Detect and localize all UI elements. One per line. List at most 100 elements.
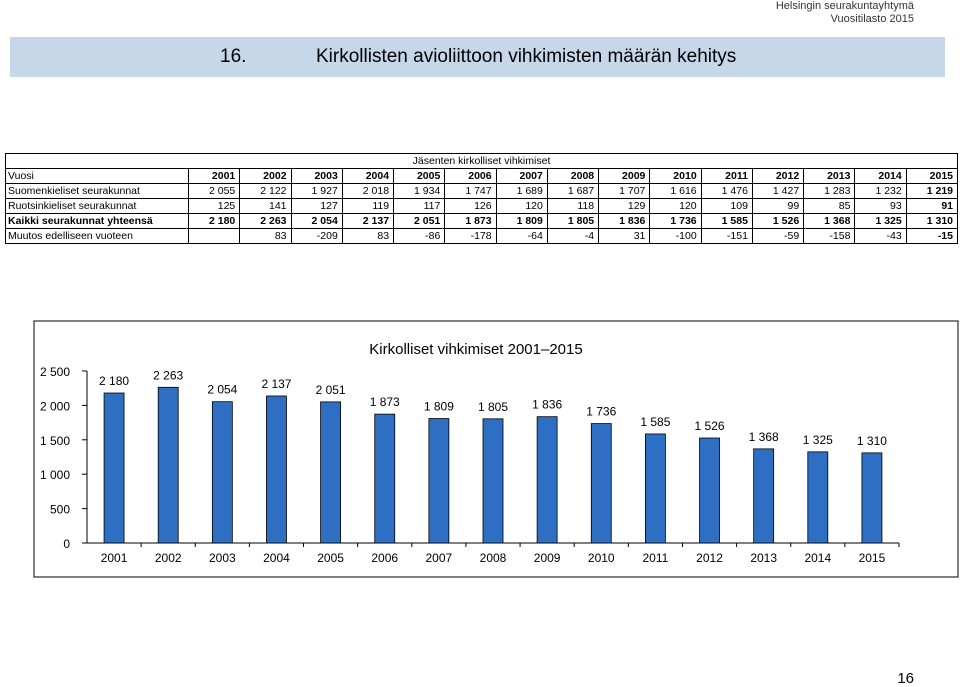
bar-value-label: 1 310 (857, 434, 887, 448)
bar-value-label: 2 180 (99, 374, 129, 388)
x-tick-label: 2009 (534, 551, 561, 565)
bar-value-label: 1 325 (803, 433, 833, 447)
y-tick-label: 2 500 (40, 365, 70, 379)
report-name: Vuositilasto 2015 (830, 13, 914, 25)
table-cell: -158 (803, 228, 856, 244)
x-tick-label: 2008 (480, 551, 507, 565)
page-number: 16 (897, 670, 914, 687)
table-cell: 1 232 (854, 183, 907, 199)
section-title-band: 16. Kirkollisten avioliittoon vihkimiste… (10, 37, 945, 77)
x-tick-label: 2013 (750, 551, 777, 565)
year-cell: 2011 (700, 168, 753, 184)
table-cell: 1 585 (700, 213, 753, 229)
bar-2008 (482, 418, 504, 544)
table-cell: -43 (854, 228, 907, 244)
x-tick-label: 2007 (426, 551, 453, 565)
bar-value-label: 1 736 (586, 405, 616, 419)
bar-value-label: 2 051 (316, 383, 346, 397)
table-cell: 31 (598, 228, 651, 244)
table-header-row: Jäsenten kirkolliset vihkimiset (5, 153, 958, 169)
x-tick-group: 2001 2002 2003 2004 2005 2006 2007 2008 2009 2010… (101, 543, 900, 565)
bar-value-label: 1 805 (478, 400, 508, 414)
y-tick-label: 1 500 (40, 434, 70, 448)
bar-value-label: 1 873 (370, 395, 400, 409)
row-label: Kaikki seurakunnat yhteensä (5, 213, 189, 229)
y-tick-group: 0 500 1 000 1 500 2 000 2 500 (40, 365, 87, 551)
table-header: Jäsenten kirkolliset vihkimiset (5, 153, 958, 169)
x-tick-label: 2006 (371, 551, 398, 565)
table-cell: 1 809 (495, 213, 548, 229)
bar-2015 (861, 452, 883, 544)
bar-2005 (320, 401, 342, 544)
y-tick-label: 0 (63, 537, 70, 551)
bar-value-label: 2 054 (207, 383, 237, 397)
bar-value-label: 2 137 (261, 377, 291, 391)
bar-2013 (753, 448, 775, 544)
bar-2007 (428, 418, 450, 544)
bar-2001 (103, 392, 125, 544)
bar-2010 (590, 423, 612, 544)
table-cell: -209 (290, 228, 343, 244)
table-cell: -64 (495, 228, 548, 244)
bar-value-label: 1 368 (749, 430, 779, 444)
x-tick-label: 2001 (101, 551, 128, 565)
organization-header: Helsingin seurakuntayhtymä Vuositilasto … (776, 0, 914, 26)
table-cell: 2 055 (187, 183, 241, 199)
table-cell: -100 (649, 228, 702, 244)
x-tick-label: 2004 (263, 551, 290, 565)
x-tick-label: 2015 (859, 551, 886, 565)
bar-2002 (157, 386, 179, 544)
chart-title: Kirkolliset vihkimiset 2001–2015 (369, 341, 582, 358)
table-cell: 127 (290, 198, 343, 214)
section-number: 16. (220, 46, 247, 67)
table-cell: 1 368 (803, 213, 856, 229)
y-tick-label: 1 000 (40, 468, 70, 482)
table-cell: 1 325 (854, 213, 907, 229)
x-tick-label: 2010 (588, 551, 615, 565)
bar-value-label: 1 585 (640, 415, 670, 429)
bar-2014 (807, 451, 829, 544)
bar-value-label: 1 836 (532, 398, 562, 412)
table-year-row: Vuosi 2001 2002 2003 2004 2005 2006 2007 2008 20… (5, 168, 959, 184)
bar-2011 (645, 433, 666, 544)
x-tick-label: 2014 (804, 551, 831, 565)
table-cell: -59 (751, 228, 805, 244)
x-tick-label: 2002 (155, 551, 182, 565)
table-cell: -151 (700, 228, 753, 244)
bar-2003 (211, 401, 233, 544)
table-cell: 1 927 (290, 183, 343, 199)
x-tick-label: 2011 (642, 551, 668, 565)
section-title: Kirkollisten avioliittoon vihkimisten mä… (316, 46, 737, 67)
bar-2006 (374, 413, 396, 544)
table-cell: 83 (341, 228, 395, 244)
bar-2012 (699, 437, 720, 544)
x-tick-label: 2005 (317, 551, 344, 565)
table-cell: 1 687 (546, 183, 600, 199)
bar-2009 (536, 416, 558, 544)
x-tick-label: 2012 (696, 551, 723, 565)
year-cell: 2015 (905, 168, 959, 184)
year-cell: 2009 (598, 168, 651, 184)
y-tick-label: 500 (50, 503, 70, 517)
y-tick-label: 2 000 (40, 399, 70, 413)
bar-2004 (266, 395, 287, 544)
bar-value-label: 1 809 (424, 400, 454, 414)
table-cell: 2 180 (187, 213, 241, 229)
organization-name: Helsingin seurakuntayhtymä (775, 0, 914, 12)
table-cell: 1 283 (803, 183, 856, 199)
table-row: Suomenkieliset seurakunnat 2 055 2 122 1 92… (5, 183, 959, 199)
year-cell: 2014 (854, 168, 907, 184)
year-cell: 2005 (393, 168, 446, 184)
year-cell: 2013 (803, 168, 856, 184)
table-row: Muutos edelliseen vuoteen 83 -209 83 -86 -178… (5, 228, 959, 244)
bar-value-label: 1 526 (695, 419, 725, 433)
statistics-table: Jäsenten kirkolliset vihkimiset Vuosi 20… (5, 153, 959, 244)
table-cell: -15 (905, 228, 959, 244)
bar-value-label: 2 263 (153, 368, 183, 382)
table-cell: -4 (546, 228, 600, 244)
table-cell: 1 747 (444, 183, 497, 199)
row-label: Muutos edelliseen vuoteen (5, 228, 189, 244)
year-cell: 2008 (546, 168, 600, 184)
table-cell (187, 228, 241, 244)
